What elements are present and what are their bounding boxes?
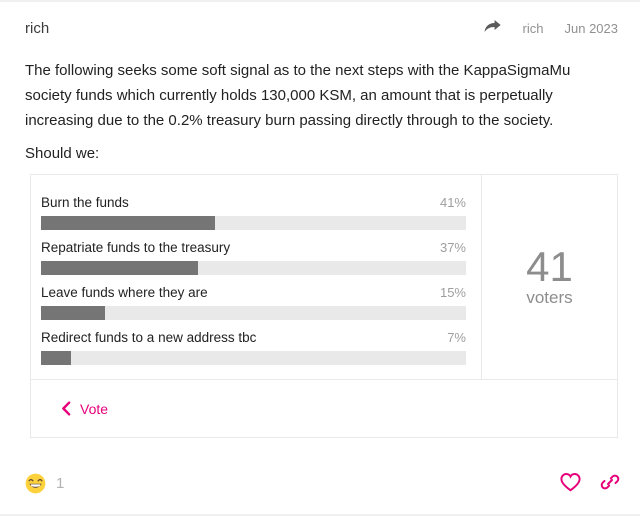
last-editor[interactable]: rich bbox=[522, 20, 544, 36]
poll-option-percent: 15% bbox=[439, 285, 466, 300]
poll-option-label: Redirect funds to a new address tbc bbox=[41, 330, 257, 345]
laughing-emoji-icon bbox=[25, 473, 46, 494]
post-actions-row: 1 bbox=[25, 470, 620, 496]
poll-voters-panel: 41 voters bbox=[481, 175, 617, 379]
post-date[interactable]: Jun 2023 bbox=[564, 20, 619, 36]
post-header: rich rich Jun 2023 bbox=[25, 18, 618, 38]
poll-option-bar-track bbox=[41, 216, 466, 230]
poll-option-header: Redirect funds to a new address tbc 7% bbox=[41, 330, 466, 346]
vote-button-label: Vote bbox=[80, 400, 109, 417]
poll-option-bar-fill bbox=[41, 261, 199, 275]
reaction-laughing[interactable]: 1 bbox=[25, 473, 64, 494]
post-header-meta: rich Jun 2023 bbox=[483, 19, 618, 37]
poll-container: Burn the funds 41% Repatriate funds to the… bbox=[30, 174, 618, 438]
poll-option-label: Repatriate funds to the treasury bbox=[41, 240, 231, 255]
poll-option-percent: 7% bbox=[447, 330, 466, 345]
share-arrow-icon bbox=[483, 19, 502, 37]
poll-option-percent: 41% bbox=[439, 195, 466, 210]
share-button[interactable] bbox=[483, 19, 502, 37]
link-icon bbox=[600, 472, 620, 495]
reaction-count: 1 bbox=[56, 474, 65, 492]
poll-options-list: Burn the funds 41% Repatriate funds to the… bbox=[31, 175, 481, 379]
poll-option-row: Burn the funds 41% bbox=[41, 195, 466, 230]
voters-count: 41 bbox=[526, 242, 573, 290]
poll-option-header: Repatriate funds to the treasury 37% bbox=[41, 240, 466, 256]
heart-outline-icon bbox=[559, 471, 582, 495]
copy-link-button[interactable] bbox=[600, 472, 620, 495]
poll-option-percent: 37% bbox=[439, 240, 466, 255]
poll-option-bar-track bbox=[41, 261, 466, 275]
poll-option-bar-fill bbox=[41, 216, 216, 230]
poll-option-label: Leave funds where they are bbox=[41, 285, 208, 300]
poll-option-bar-fill bbox=[41, 306, 105, 320]
action-icons bbox=[559, 471, 620, 495]
post-question: Should we: bbox=[25, 145, 100, 162]
poll-option-row: Leave funds where they are 15% bbox=[41, 285, 466, 320]
voters-label: voters bbox=[526, 287, 573, 307]
poll-option-row: Redirect funds to a new address tbc 7% bbox=[41, 330, 466, 365]
poll-footer: Vote bbox=[31, 379, 617, 437]
poll-option-row: Repatriate funds to the treasury 37% bbox=[41, 240, 466, 275]
poll-results: Burn the funds 41% Repatriate funds to the… bbox=[31, 175, 617, 379]
poll-option-bar-track bbox=[41, 351, 466, 365]
vote-button[interactable]: Vote bbox=[61, 401, 108, 417]
post-author: rich bbox=[25, 19, 50, 37]
like-button[interactable] bbox=[559, 471, 582, 495]
poll-option-label: Burn the funds bbox=[41, 195, 129, 210]
post-body-paragraph: The following seeks some soft signal as … bbox=[25, 62, 571, 129]
poll-option-bar-track bbox=[41, 306, 466, 320]
chevron-left-icon bbox=[61, 401, 71, 416]
poll-option-bar-fill bbox=[41, 351, 71, 365]
poll-option-header: Burn the funds 41% bbox=[41, 195, 466, 211]
poll-option-header: Leave funds where they are 15% bbox=[41, 285, 466, 301]
